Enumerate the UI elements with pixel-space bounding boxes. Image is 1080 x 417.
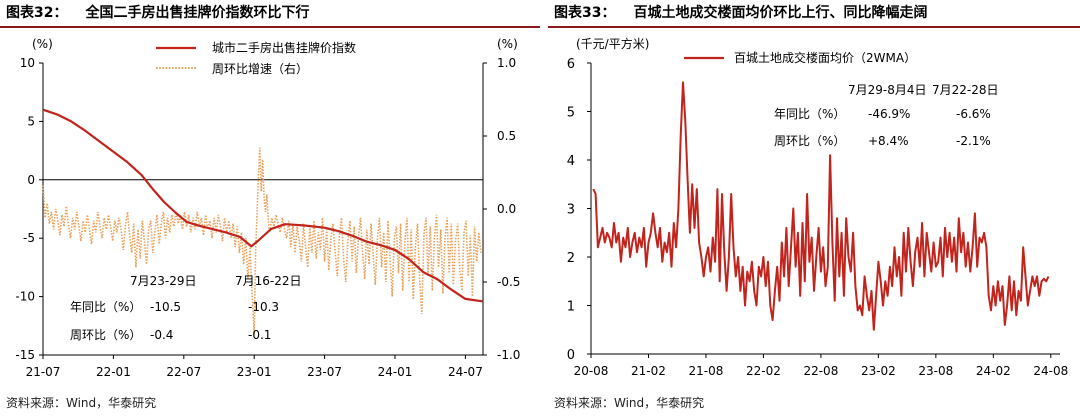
x-tick-label: 21-08 [689,364,724,378]
annotation-row2-label: 周环比（%） [70,328,141,342]
annotation-row2-v1: -0.4 [150,328,173,342]
y-tick-label: 0 [567,348,575,363]
x-tick-label: 23-07 [307,365,342,379]
figure-number: 图表33： [554,5,616,21]
figure-number: 图表32： [6,5,68,21]
x-tick-label: 24-01 [378,365,413,379]
annotation-head-1: 7月29-8月4日 [848,83,927,97]
x-tick-label: 22-08 [803,364,838,378]
y-left-tick-label: 10 [20,56,35,70]
annotation-head-1: 7月23-29日 [130,274,197,288]
source-note: 资料来源：Wind，华泰研究 [6,396,157,410]
y-left-tick-label: -15 [15,348,35,362]
right-axis-unit: (%) [497,37,518,51]
chart-title-row: 图表32： 全国二手房出售挂牌价指数环比下行 [0,0,540,28]
y-axis-unit: (千元/平方米) [576,36,649,51]
x-tick-label: 21-02 [631,364,666,378]
annotation-row2-v1: +8.4% [868,134,909,148]
chart-panel-right: 图表33： 百城土地成交楼面均价环比上行、同比降幅走阔 (千元/平方米) 百城土地… [548,0,1080,417]
series-line-price-index [42,108,483,303]
y-right-tick-label: 1.0 [497,56,516,70]
chart-title: 全国二手房出售挂牌价指数环比下行 [85,5,310,21]
legend: 百城土地成交楼面均价（2WMA） [684,50,916,65]
x-tick-label: 23-02 [861,364,896,378]
x-tick-label: 23-01 [237,365,272,379]
series-line-weekly-change [42,147,482,335]
y-tick-label: 4 [567,154,575,169]
series-line-land-price [592,81,1050,331]
legend-label-wow: 周环比增速（右） [212,61,308,76]
y-right-tick-label: 0.0 [497,202,516,216]
legend-label-land-price: 百城土地成交楼面均价（2WMA） [734,50,916,65]
land-price-chart: (千元/平方米) 百城土地成交楼面均价（2WMA） 6 5 4 3 2 1 020-08 21… [567,36,1069,378]
y-tick-label: 2 [567,251,575,266]
chart-panel-left: 图表32： 全国二手房出售挂牌价指数环比下行 (%) (%) 城市二手房出售挂牌价… [0,0,540,410]
annotation-table: 7月23-29日 7月16-22日 年同比（%） -10.5 -10.3 周环比… [70,274,302,342]
legend-label-index: 城市二手房出售挂牌价指数 [212,40,356,55]
y-left-tick-label: 5 [27,114,35,128]
chart-title: 百城土地成交楼面均价环比上行、同比降幅走阔 [633,5,928,21]
y-tick-label: 5 [567,106,575,121]
x-tick-label: 20-08 [574,364,609,378]
y-left-tick-label: -5 [23,231,35,245]
legend: 城市二手房出售挂牌价指数 周环比增速（右） [156,40,356,76]
x-tick-label: 22-01 [96,365,131,379]
y-right-tick-label: -1.0 [497,348,520,362]
y-left-tick-label: -10 [15,290,35,304]
x-tick-label: 22-07 [166,365,201,379]
annotation-head-2: 7月16-22日 [235,274,302,288]
y-left-tick-label: 0 [27,173,35,187]
y-right-tick-label: -0.5 [497,275,520,289]
annotation-table: 7月29-8月4日 7月22-28日 年同比（%） -46.9% -6.6% 周… [774,83,999,148]
source-note: 资料来源：Wind，华泰研究 [554,396,705,410]
y-right-tick-label: 0.5 [497,129,516,143]
annotation-row2-v2: -2.1% [956,134,991,148]
y-tick-label: 3 [567,203,575,218]
annotation-row2-label: 周环比（%） [774,134,845,148]
x-tick-label: 22-02 [746,364,781,378]
annotation-row1-v1: -10.5 [150,300,181,314]
annotation-row2-v2: -0.1 [248,328,271,342]
left-axis-unit: (%) [32,37,53,51]
annotation-row1-label: 年同比（%） [70,300,141,314]
x-tick-label: 24-07 [448,365,483,379]
y-tick-label: 6 [567,57,575,72]
y-tick-label: 1 [567,300,575,315]
annotation-row1-v2: -6.6% [956,107,991,121]
annotation-row1-v2: -10.3 [248,300,279,314]
x-tick-label: 21-07 [26,365,61,379]
annotation-row1-label: 年同比（%） [774,107,845,121]
annotation-row1-v1: -46.9% [868,107,910,121]
x-tick-label: 23-08 [918,364,953,378]
chart-title-row: 图表33： 百城土地成交楼面均价环比上行、同比降幅走阔 [548,0,1080,28]
house-price-index-chart: (%) (%) 城市二手房出售挂牌价指数 周环比增速（右） 10 5 0 -5 -10 -… [15,37,520,379]
annotation-head-2: 7月22-28日 [932,83,999,97]
x-tick-label: 24-08 [1033,364,1068,378]
x-tick-label: 24-02 [976,364,1011,378]
